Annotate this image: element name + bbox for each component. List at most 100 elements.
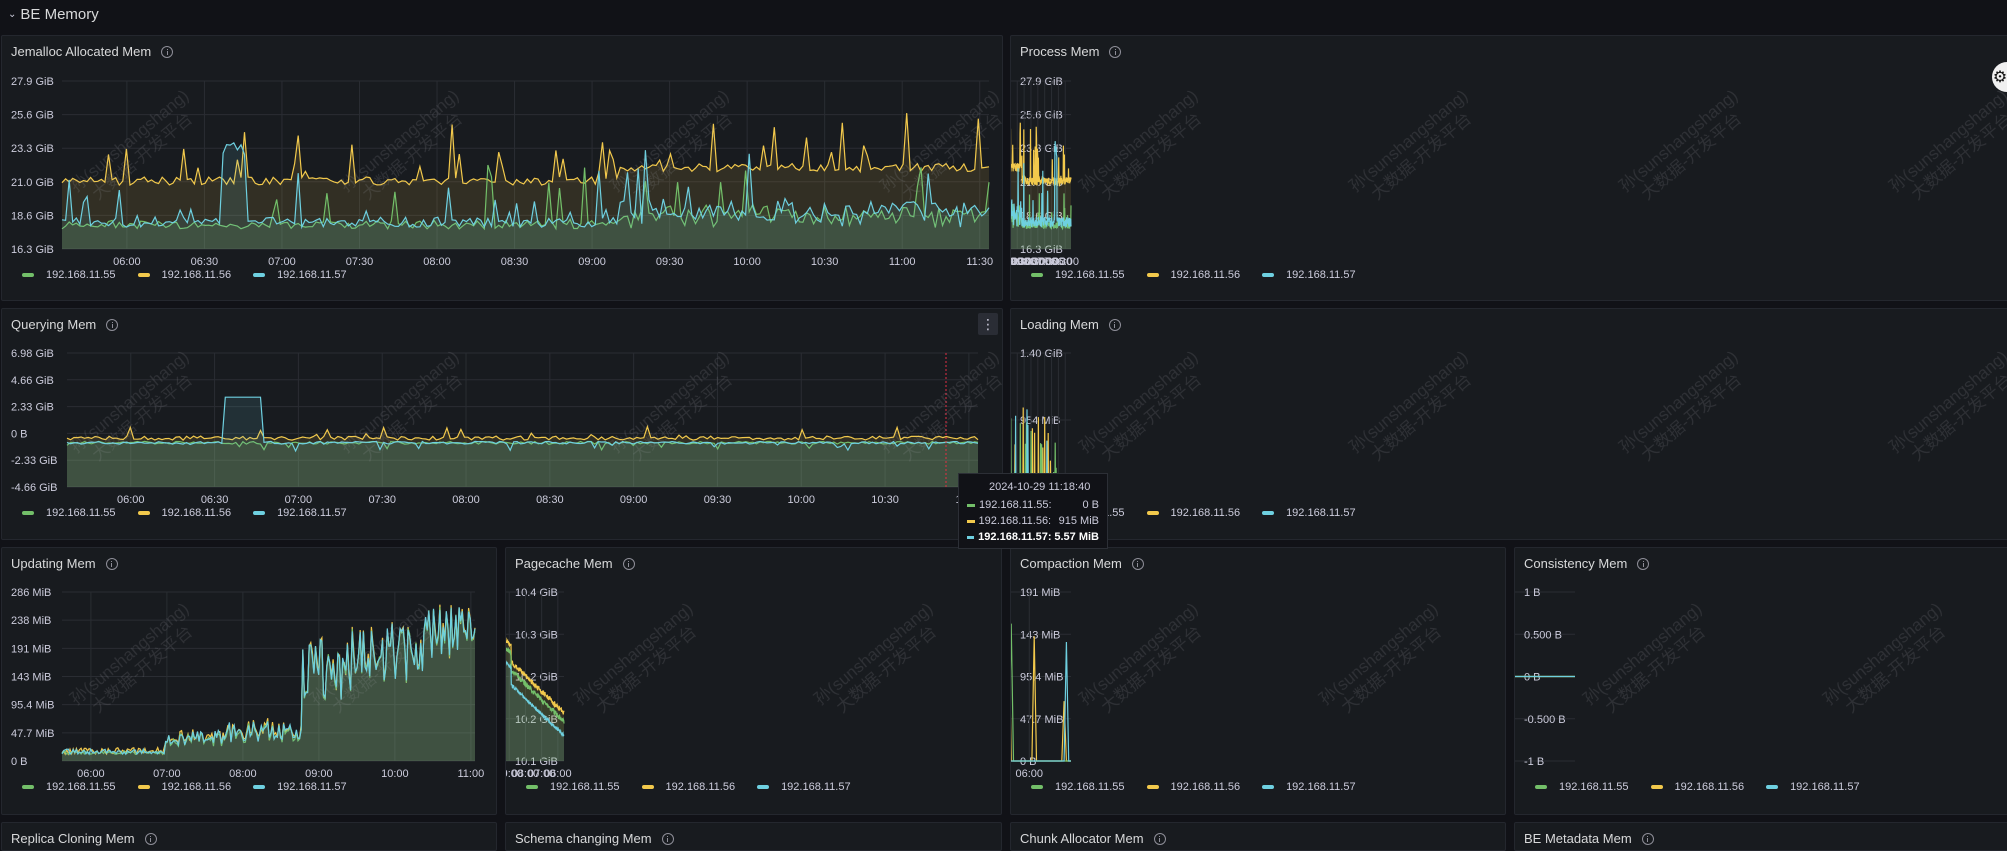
panel-title[interactable]: Jemalloc Allocated Mem bbox=[11, 44, 174, 59]
legend: 192.168.11.55 192.168.11.56 192.168.11.57 bbox=[22, 781, 347, 793]
chart-jemalloc[interactable]: 27.9 GiB 25.6 GiB 23.3 GiB 21.0 GiB 18.6 GiB… bbox=[2, 36, 1003, 301]
legend-item[interactable]: 192.168.11.57 bbox=[1262, 507, 1356, 519]
chart-updating[interactable]: 286 MiB 238 MiB 191 MiB 143 MiB 95.4 MiB 47.7… bbox=[2, 548, 497, 815]
legend-item[interactable]: 192.168.11.57 bbox=[253, 269, 347, 281]
info-icon[interactable] bbox=[144, 832, 157, 845]
legend-label: 192.168.11.56 bbox=[1170, 781, 1241, 793]
panel-title[interactable]: Chunk Allocator Mem bbox=[1020, 831, 1166, 846]
series-swatch bbox=[1650, 785, 1663, 789]
legend-item[interactable]: 192.168.11.57 bbox=[1262, 269, 1356, 281]
legend-item[interactable]: 192.168.11.56 bbox=[1146, 269, 1240, 281]
panel-jemalloc[interactable]: Jemalloc Allocated Mem 27.9 GiB 25.6 GiB 23… bbox=[1, 35, 1003, 301]
legend-item[interactable]: 192.168.11.57 bbox=[757, 781, 851, 793]
legend-item[interactable]: 192.168.11.56 bbox=[641, 781, 735, 793]
row-header-be-memory[interactable]: ⌄ BE Memory bbox=[0, 0, 2007, 28]
tooltip-series-name: 192.168.11.56: bbox=[978, 515, 1052, 527]
series-area bbox=[62, 142, 989, 249]
panel-bottom[interactable]: BE Metadata Mem bbox=[1514, 822, 2007, 851]
x-tick-label: 06:00 bbox=[117, 494, 145, 506]
panel-process[interactable]: Process Mem 27.9 GiB 25.6 GiB 23.3 GiB 21.0 … bbox=[1010, 35, 2007, 301]
legend-item[interactable]: 192.168.11.56 bbox=[137, 269, 231, 281]
legend: 192.168.11.55 192.168.11.56 192.168.11.57 bbox=[22, 507, 347, 519]
info-icon[interactable] bbox=[161, 45, 174, 58]
x-tick-label: 11:00 bbox=[889, 256, 916, 268]
panel-title[interactable]: Replica Cloning Mem bbox=[11, 831, 157, 846]
legend-item[interactable]: 192.168.11.55 bbox=[22, 781, 116, 793]
legend-item[interactable]: 192.168.11.55 bbox=[22, 269, 116, 281]
x-tick-label: 08:30 bbox=[501, 256, 529, 268]
legend-item[interactable]: 192.168.11.55 bbox=[526, 781, 620, 793]
legend-item[interactable]: 192.168.11.57 bbox=[253, 781, 347, 793]
y-tick-label: 0 B bbox=[11, 756, 28, 768]
panel-title[interactable]: Loading Mem bbox=[1020, 317, 1121, 332]
panel-pagecache[interactable]: Pagecache Mem 10.4 GiB 10.3 GiB 10.2 GiB 10.… bbox=[505, 547, 1002, 815]
panel-title[interactable]: Consistency Mem bbox=[1524, 556, 1650, 571]
panel-compaction[interactable]: Compaction Mem 191 MiB 143 MiB 95.4 MiB 47.7… bbox=[1010, 547, 1506, 815]
series-swatch bbox=[526, 785, 538, 789]
panel-title[interactable]: Updating Mem bbox=[11, 556, 118, 571]
info-icon[interactable] bbox=[1641, 832, 1654, 845]
panel-updating[interactable]: Updating Mem 286 MiB 238 MiB 191 MiB 143 MiB… bbox=[1, 547, 497, 815]
legend-item[interactable]: 192.168.11.56 bbox=[1146, 781, 1241, 793]
chart-querying[interactable]: 6.98 GiB 4.66 GiB 2.33 GiB 0 B -2.33 GiB -4.6… bbox=[2, 309, 1003, 540]
legend-item[interactable]: 192.168.11.57 bbox=[1262, 781, 1356, 793]
panel-title[interactable]: Pagecache Mem bbox=[515, 556, 635, 571]
panel-title[interactable]: Schema changing Mem bbox=[515, 831, 674, 846]
series-line-192.168.11.55 bbox=[61, 164, 990, 231]
legend-item[interactable]: 192.168.11.56 bbox=[137, 781, 231, 793]
legend-item[interactable]: 192.168.11.56 bbox=[1146, 507, 1241, 519]
legend-item[interactable]: 192.168.11.55 bbox=[22, 507, 116, 519]
panel-title-text: Process Mem bbox=[1020, 44, 1100, 59]
x-tick-label: 06:00 bbox=[1051, 256, 1079, 268]
legend-item[interactable]: 192.168.11.56 bbox=[137, 507, 231, 519]
series-line-192.168.11.57 bbox=[506, 659, 565, 738]
x-tick-label: 09:00 bbox=[1011, 256, 1038, 268]
x-tick-label: 06:00 bbox=[544, 768, 572, 780]
info-icon[interactable] bbox=[1108, 318, 1121, 331]
info-icon[interactable] bbox=[1153, 832, 1166, 845]
y-tick-label: 0.500 B bbox=[1524, 629, 1562, 641]
tooltip-row: 192.168.11.56: 915 MiB bbox=[967, 513, 1099, 529]
legend-label: 192.168.11.57 bbox=[781, 781, 851, 793]
x-tick-label: 08:00 bbox=[1024, 256, 1052, 268]
legend-label: 192.168.11.55 bbox=[1055, 269, 1125, 281]
legend-label: 192.168.11.56 bbox=[1170, 507, 1241, 519]
info-icon[interactable] bbox=[1637, 557, 1650, 570]
settings-gear-button[interactable]: ⚙ bbox=[1992, 62, 2007, 92]
legend-item[interactable]: 192.168.11.57 bbox=[253, 507, 347, 519]
legend-item[interactable]: 192.168.11.55 bbox=[1031, 781, 1125, 793]
info-icon[interactable] bbox=[106, 318, 119, 331]
panel-title[interactable]: BE Metadata Mem bbox=[1524, 831, 1654, 846]
info-icon[interactable] bbox=[661, 832, 674, 845]
x-tick-label: 09:30 bbox=[1011, 256, 1031, 268]
panel-title[interactable]: Querying Mem bbox=[11, 317, 119, 332]
info-icon[interactable] bbox=[1131, 557, 1144, 570]
chevron-down-icon: ⌄ bbox=[8, 8, 17, 20]
x-tick-label: 10:00 bbox=[1011, 256, 1024, 268]
legend-item[interactable]: 192.168.11.56 bbox=[1650, 781, 1744, 793]
info-icon[interactable] bbox=[105, 557, 118, 570]
panel-menu-button[interactable]: ⋮ bbox=[978, 313, 998, 335]
y-tick-label: 27.9 GiB bbox=[11, 76, 54, 88]
panel-bottom[interactable]: Schema changing Mem bbox=[505, 822, 1002, 851]
info-icon[interactable] bbox=[622, 557, 635, 570]
legend-item[interactable]: 192.168.11.55 bbox=[1031, 269, 1125, 281]
panel-title[interactable]: Compaction Mem bbox=[1020, 556, 1144, 571]
series-area bbox=[62, 165, 989, 249]
panel-title[interactable]: Process Mem bbox=[1020, 44, 1122, 59]
chart-consistency[interactable]: 1 B0.500 B0 B-0.500 B-1 B06:0007:0008:00… bbox=[1515, 548, 2007, 815]
panel-consistency[interactable]: Consistency Mem 1 B 0.500 B 0 B -0.500 B -1 B… bbox=[1514, 547, 2007, 815]
tooltip-time: 2024-10-29 11:18:40 bbox=[989, 481, 1091, 493]
panel-bottom[interactable]: Chunk Allocator Mem bbox=[1010, 822, 1506, 851]
legend-item[interactable]: 192.168.11.57 bbox=[1766, 781, 1860, 793]
legend-item[interactable]: 192.168.11.55 bbox=[1535, 781, 1629, 793]
series-area bbox=[67, 426, 978, 487]
panel-bottom[interactable]: Replica Cloning Mem bbox=[1, 822, 497, 851]
panel-querying[interactable]: Querying Mem ⋮ 6.98 GiB 4.66 GiB 2.33 GiB 0 B… bbox=[1, 308, 1003, 540]
info-icon[interactable] bbox=[1109, 45, 1122, 58]
